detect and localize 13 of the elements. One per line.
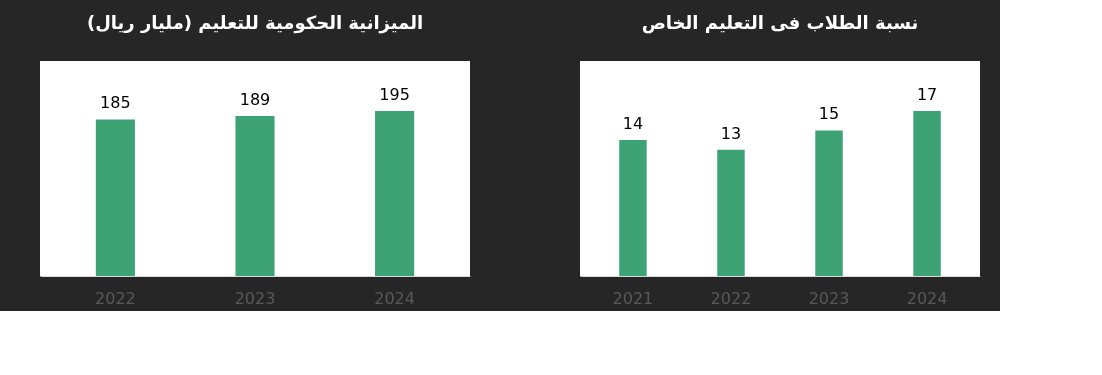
data-label: 185	[100, 93, 131, 113]
bar	[815, 130, 843, 276]
data-label: 17	[916, 85, 938, 104]
bar	[717, 149, 745, 276]
data-label: 195	[379, 85, 410, 104]
data-label: 13	[720, 123, 742, 143]
chart-title: الميزانية الحكومية للتعليم (مليار ريال)	[86, 12, 424, 34]
bar	[619, 140, 647, 276]
chart-title: نسبة الطلاب فى التعليم الخاص	[641, 12, 919, 34]
data-label: 14	[622, 114, 644, 134]
bar	[913, 111, 941, 276]
data-label: 15	[818, 104, 840, 124]
data-label: 189	[239, 90, 271, 110]
